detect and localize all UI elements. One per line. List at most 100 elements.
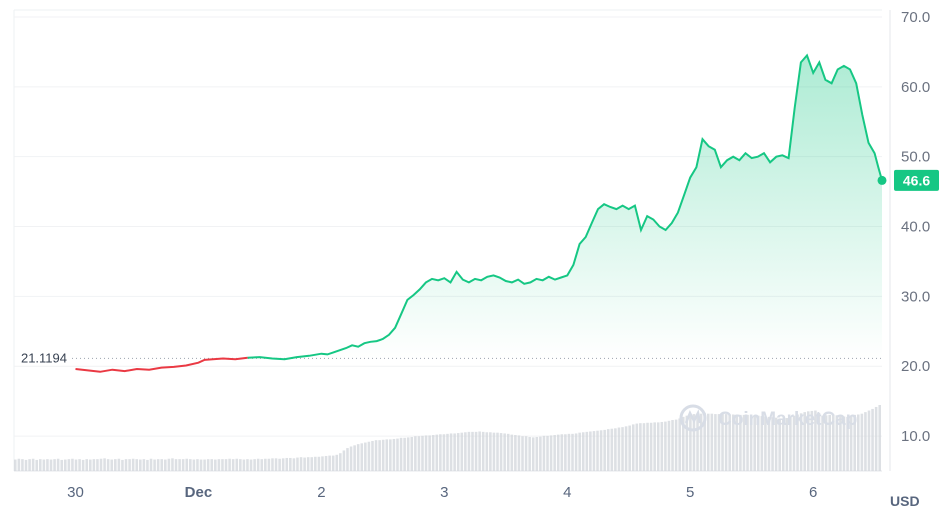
volume-bar: [589, 431, 592, 471]
volume-bar: [256, 458, 260, 471]
volume-bar: [267, 458, 271, 471]
volume-bar: [671, 420, 674, 471]
volume-bar: [74, 459, 78, 471]
volume-bar: [506, 433, 510, 471]
volume-bar: [389, 439, 392, 471]
volume-bar: [199, 459, 203, 471]
volume-bar: [753, 415, 756, 471]
volume-bar: [89, 459, 92, 471]
volume-bar: [674, 419, 678, 471]
volume-bar: [349, 446, 353, 471]
volume-bar: [146, 459, 149, 471]
volume-bar: [781, 419, 785, 471]
price-line-below-reference: [75, 356, 248, 373]
volume-bar: [649, 422, 653, 471]
volume-bar: [685, 415, 689, 471]
volume-bar: [156, 459, 160, 471]
volume-bar: [331, 455, 335, 471]
current-price-badge: 46.6: [894, 169, 939, 191]
volume-bar: [324, 455, 328, 471]
current-price-point[interactable]: [877, 175, 887, 185]
volume-bar: [360, 443, 364, 471]
reference-price-label: 21.1194: [21, 350, 67, 365]
volume-bar: [121, 459, 124, 471]
volume-bar: [489, 432, 492, 471]
volume-bar: [206, 459, 210, 471]
volume-bar: [271, 458, 274, 471]
volume-bar: [799, 413, 803, 471]
volume-bar: [221, 459, 224, 471]
volume-bar: [174, 459, 178, 471]
volume-bar: [317, 456, 321, 471]
volume-bar: [406, 437, 410, 471]
volume-bar: [274, 458, 278, 471]
volume-bar: [371, 440, 374, 471]
volume-bar: [85, 459, 89, 471]
volume-bar: [760, 416, 764, 471]
volume-bar: [339, 453, 342, 471]
volume-bar: [746, 414, 749, 471]
volume-bar: [131, 458, 135, 471]
volume-bar: [485, 432, 489, 471]
volume-bar: [528, 437, 531, 471]
volume-bar: [667, 420, 671, 471]
volume-bar: [103, 458, 106, 471]
y-tick-label: 60.0: [901, 79, 930, 96]
volume-bar: [524, 436, 528, 471]
y-tick-label: 20.0: [901, 358, 930, 375]
volume-bar: [599, 430, 603, 471]
volume-bar: [628, 425, 631, 471]
volume-bar: [742, 414, 746, 471]
volume-bar: [492, 432, 496, 471]
volume-bar: [817, 412, 821, 471]
volume-bar: [503, 433, 506, 471]
volume-bar: [585, 431, 589, 471]
volume-bar: [617, 427, 621, 471]
volume-bar: [453, 433, 456, 471]
x-axis-ticks: 30 Dec 2 3 4 5 6: [67, 484, 817, 501]
volume-bar: [510, 434, 514, 471]
volume-bar: [53, 459, 56, 471]
volume-bar: [399, 437, 403, 471]
volume-bar: [678, 418, 681, 471]
volume-bar: [289, 457, 292, 471]
volume-bar: [17, 458, 21, 471]
volume-bar: [849, 415, 853, 471]
volume-bar: [728, 414, 731, 471]
volume-bar: [806, 411, 810, 471]
x-tick-label: 6: [809, 484, 817, 501]
x-tick-label: 4: [563, 484, 571, 501]
volume-bar: [842, 416, 846, 471]
volume-bar: [314, 456, 317, 471]
x-tick-label: Dec: [185, 484, 213, 501]
volume-bar: [303, 457, 306, 471]
volume-bar: [614, 428, 617, 471]
price-line-above-reference: [247, 53, 883, 361]
volume-bar: [181, 459, 185, 471]
volume-bar: [606, 429, 610, 471]
volume-bar: [456, 433, 460, 471]
volume-bar: [96, 459, 99, 471]
volume-bar: [596, 430, 599, 471]
volume-bar: [381, 439, 385, 471]
volume-bar: [264, 458, 267, 471]
volume-bar: [228, 458, 231, 471]
volume-bar: [217, 459, 221, 471]
volume-bar: [853, 414, 856, 471]
volume-bar: [328, 455, 331, 471]
x-tick-label: 2: [317, 484, 325, 501]
volume-bar: [424, 435, 428, 471]
volume-bar: [46, 459, 49, 471]
y-tick-label: 50.0: [901, 149, 930, 166]
volume-bar: [721, 413, 724, 471]
logo-mark: [684, 409, 702, 424]
volume-bar: [139, 459, 142, 471]
volume-bar: [735, 414, 739, 471]
volume-bar: [860, 413, 864, 471]
volume-bar: [731, 414, 735, 471]
volume-bar: [442, 434, 446, 471]
volume-bar: [403, 437, 406, 471]
volume-bar: [410, 437, 414, 471]
volume-bar: [321, 456, 324, 471]
